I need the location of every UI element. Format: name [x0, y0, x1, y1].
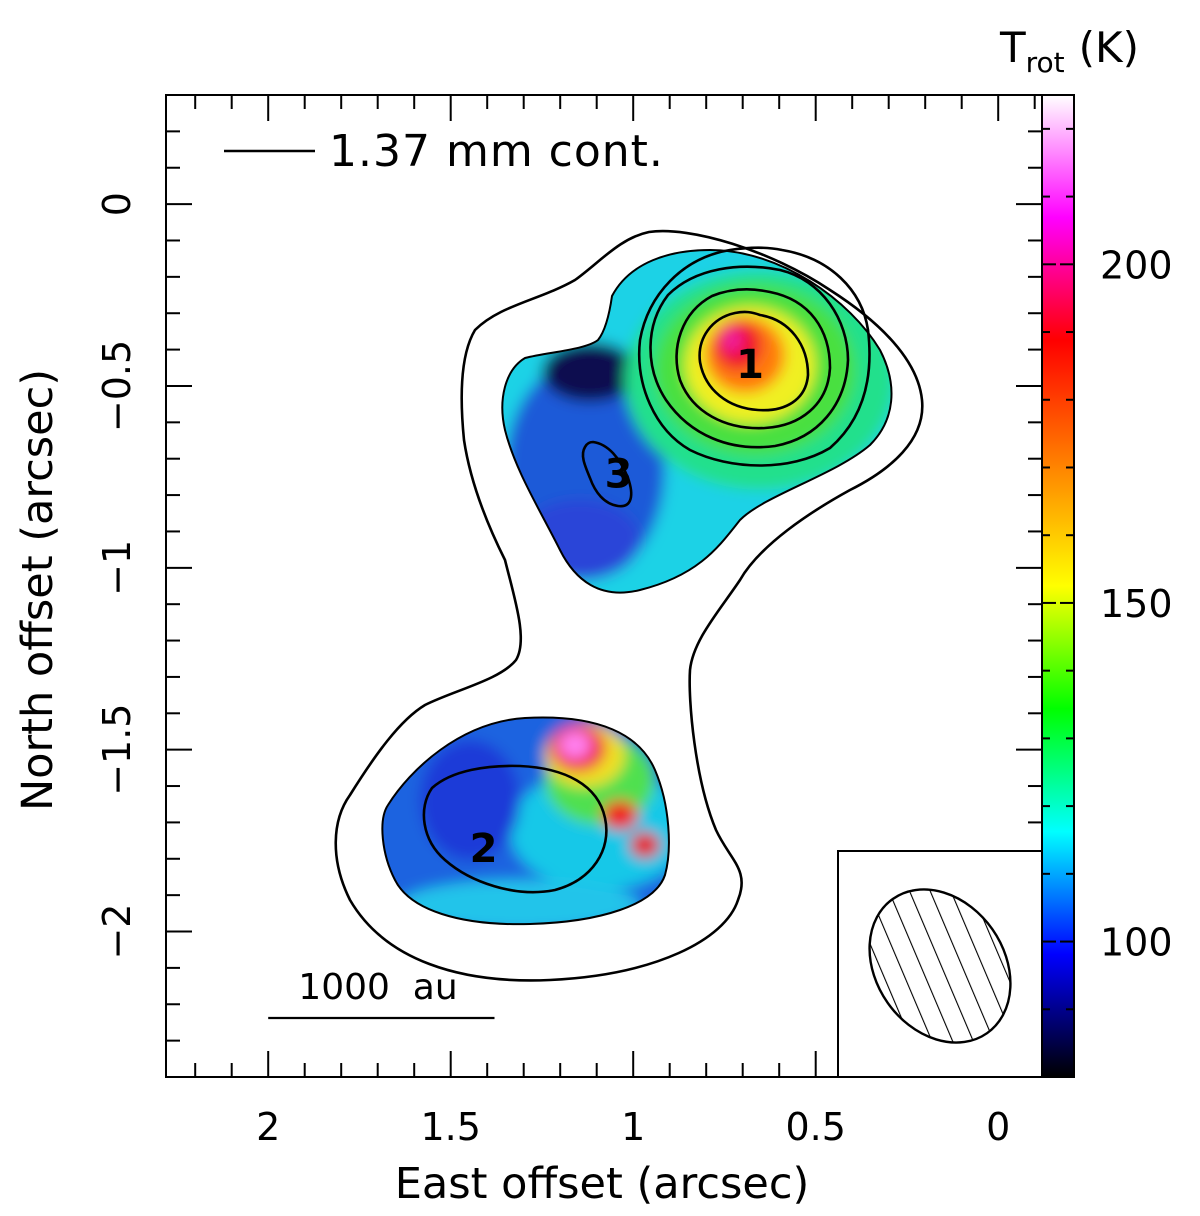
map-cold-dark-region: [542, 342, 638, 402]
colorbar: 100 150 200 Trot (K): [999, 23, 1173, 1078]
contour-outer: [334, 229, 924, 982]
contour-source1-level2: [649, 265, 850, 449]
map-ridge-spot-a: [602, 800, 638, 830]
scale-bar-label: 1000 au: [298, 967, 457, 1008]
map-cold-blue-lower: [520, 500, 640, 580]
y-tick-label: −1.5: [95, 704, 139, 796]
contour-source1-level4: [698, 310, 810, 412]
source-labels: 1 2 3: [470, 342, 764, 872]
source-label-1: 1: [736, 342, 764, 388]
map-boundary-south: [381, 716, 670, 926]
temperature-map-north: [502, 250, 892, 593]
y-tick-label: −1: [95, 540, 139, 596]
colorbar-tick-label: 100: [1100, 921, 1173, 965]
x-tick-label: 1.5: [420, 1105, 480, 1149]
beam-inset: [837, 850, 1043, 1078]
colorbar-ticks: 100 150 200: [1042, 127, 1173, 1078]
y-axis-label: North offset (arcsec): [13, 369, 63, 811]
y-tick-label: −2: [95, 904, 139, 960]
continuum-contours: [334, 229, 924, 982]
contour-source3: [581, 440, 633, 508]
colorbar-title-main: T: [999, 23, 1026, 72]
map-boundary-north: [501, 248, 893, 594]
contour-source1-level3: [675, 288, 832, 430]
legend-text: 1.37 mm cont.: [329, 126, 664, 177]
colorbar-tick-label: 150: [1100, 582, 1173, 626]
colorbar-title: Trot (K): [999, 23, 1139, 79]
colorbar-title-unit: (K): [1079, 23, 1139, 72]
x-tick-label: 1: [621, 1105, 645, 1149]
x-tick-label: 0: [986, 1105, 1010, 1149]
scale-bar: 1000 au: [268, 967, 495, 1020]
colorbar-tick-label: 200: [1100, 243, 1173, 287]
x-axis-label: East offset (arcsec): [395, 1159, 810, 1209]
source-label-2: 2: [470, 826, 498, 872]
y-tick-label: 0: [95, 192, 139, 216]
source-label-3: 3: [605, 451, 633, 497]
beam-ellipse: [868, 888, 1012, 1044]
x-tick-label: 0.5: [785, 1105, 845, 1149]
colorbar-title-sub: rot: [1026, 46, 1065, 79]
axes-frame: 2 1.5 1 0.5 0 0 −0.5 −1 −1.5 −2: [95, 94, 1043, 1149]
map-hot-peak: [559, 731, 591, 759]
x-tick-label: 2: [256, 1105, 280, 1149]
map-cyan-lower: [400, 880, 640, 925]
map-boundaries: [381, 248, 893, 926]
map-ridge-spot-b: [630, 832, 660, 858]
x-axis-ticks: 2 1.5 1 0.5 0: [194, 95, 1036, 1149]
contour-source1-level1: [637, 246, 871, 467]
y-tick-label: −0.5: [95, 340, 139, 432]
colorbar-fill: [1041, 94, 1075, 1078]
map-blue-pocket: [420, 740, 520, 860]
map-magenta-peak: [722, 328, 742, 352]
contour-legend: 1.37 mm cont.: [224, 126, 664, 177]
contour-source2: [422, 764, 608, 894]
